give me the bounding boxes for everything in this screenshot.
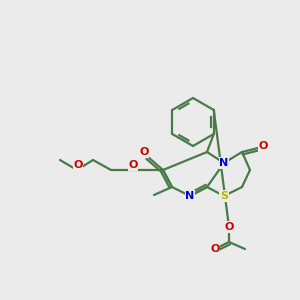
Text: O: O	[224, 222, 234, 232]
Text: O: O	[128, 160, 138, 170]
Text: S: S	[220, 191, 228, 201]
Text: O: O	[258, 141, 268, 151]
Text: O: O	[210, 244, 220, 254]
Text: O: O	[73, 160, 83, 170]
Text: O: O	[139, 147, 149, 157]
Text: N: N	[185, 191, 195, 201]
Text: N: N	[219, 158, 229, 168]
